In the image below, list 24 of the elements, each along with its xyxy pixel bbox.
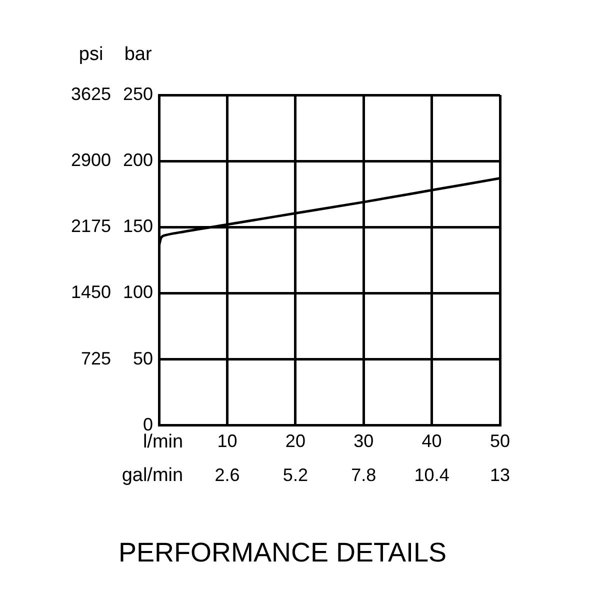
y-tick-label: 100 bbox=[123, 282, 154, 302]
y2-tick-label: 2175 bbox=[70, 216, 112, 236]
y2-tick-label: 1450 bbox=[70, 282, 112, 302]
y-tick-label: 50 bbox=[133, 348, 154, 368]
x-tick-label: 50 bbox=[490, 431, 510, 452]
x2-tick-label: 5.2 bbox=[282, 464, 308, 485]
y-axis-title: bar bbox=[124, 44, 152, 66]
x-tick-label: 10 bbox=[217, 431, 238, 452]
y2-axis-title: psi bbox=[78, 44, 104, 66]
x2-tick-label: 13 bbox=[490, 464, 510, 485]
x2-tick-label: 10.4 bbox=[414, 464, 450, 485]
x2-tick-label: 7.8 bbox=[351, 464, 376, 485]
y2-tick-label: 725 bbox=[80, 348, 112, 368]
x2-tick-label: 2.6 bbox=[214, 464, 240, 485]
x2-axis-title: gal/min bbox=[122, 465, 184, 486]
x-tick-label: 30 bbox=[354, 431, 374, 452]
y2-tick-label: 3625 bbox=[70, 84, 112, 104]
x-tick-label: 40 bbox=[422, 431, 442, 452]
y-tick-label: 250 bbox=[123, 84, 154, 104]
x-tick-label: 20 bbox=[285, 431, 306, 452]
y-tick-label: 200 bbox=[123, 150, 154, 170]
text: PERFORMANCE DETAILS bbox=[118, 537, 447, 568]
y2-tick-label: 2900 bbox=[70, 150, 112, 170]
y-tick-label: 150 bbox=[123, 216, 154, 236]
